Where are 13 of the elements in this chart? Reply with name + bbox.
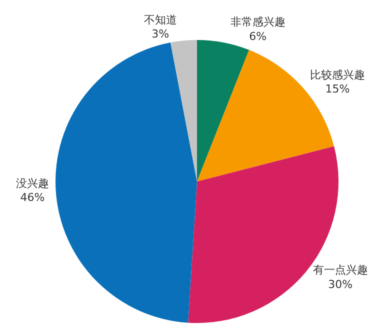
slice-label: 非常感兴趣 xyxy=(230,16,286,29)
data-label: 15% xyxy=(325,82,350,96)
slice-label: 没兴趣 xyxy=(16,176,49,190)
slice-label: 不知道 xyxy=(144,13,177,26)
data-label: 6% xyxy=(249,30,267,43)
slice-label: 比较感兴趣 xyxy=(310,68,365,82)
pie-slice xyxy=(197,40,250,182)
pie-slice xyxy=(56,42,197,323)
pie-slice xyxy=(170,40,197,182)
data-label: 3% xyxy=(152,28,170,41)
data-label: 30% xyxy=(328,278,353,291)
data-label: 46% xyxy=(20,191,45,204)
slice-label: 有一点兴趣 xyxy=(312,264,368,277)
